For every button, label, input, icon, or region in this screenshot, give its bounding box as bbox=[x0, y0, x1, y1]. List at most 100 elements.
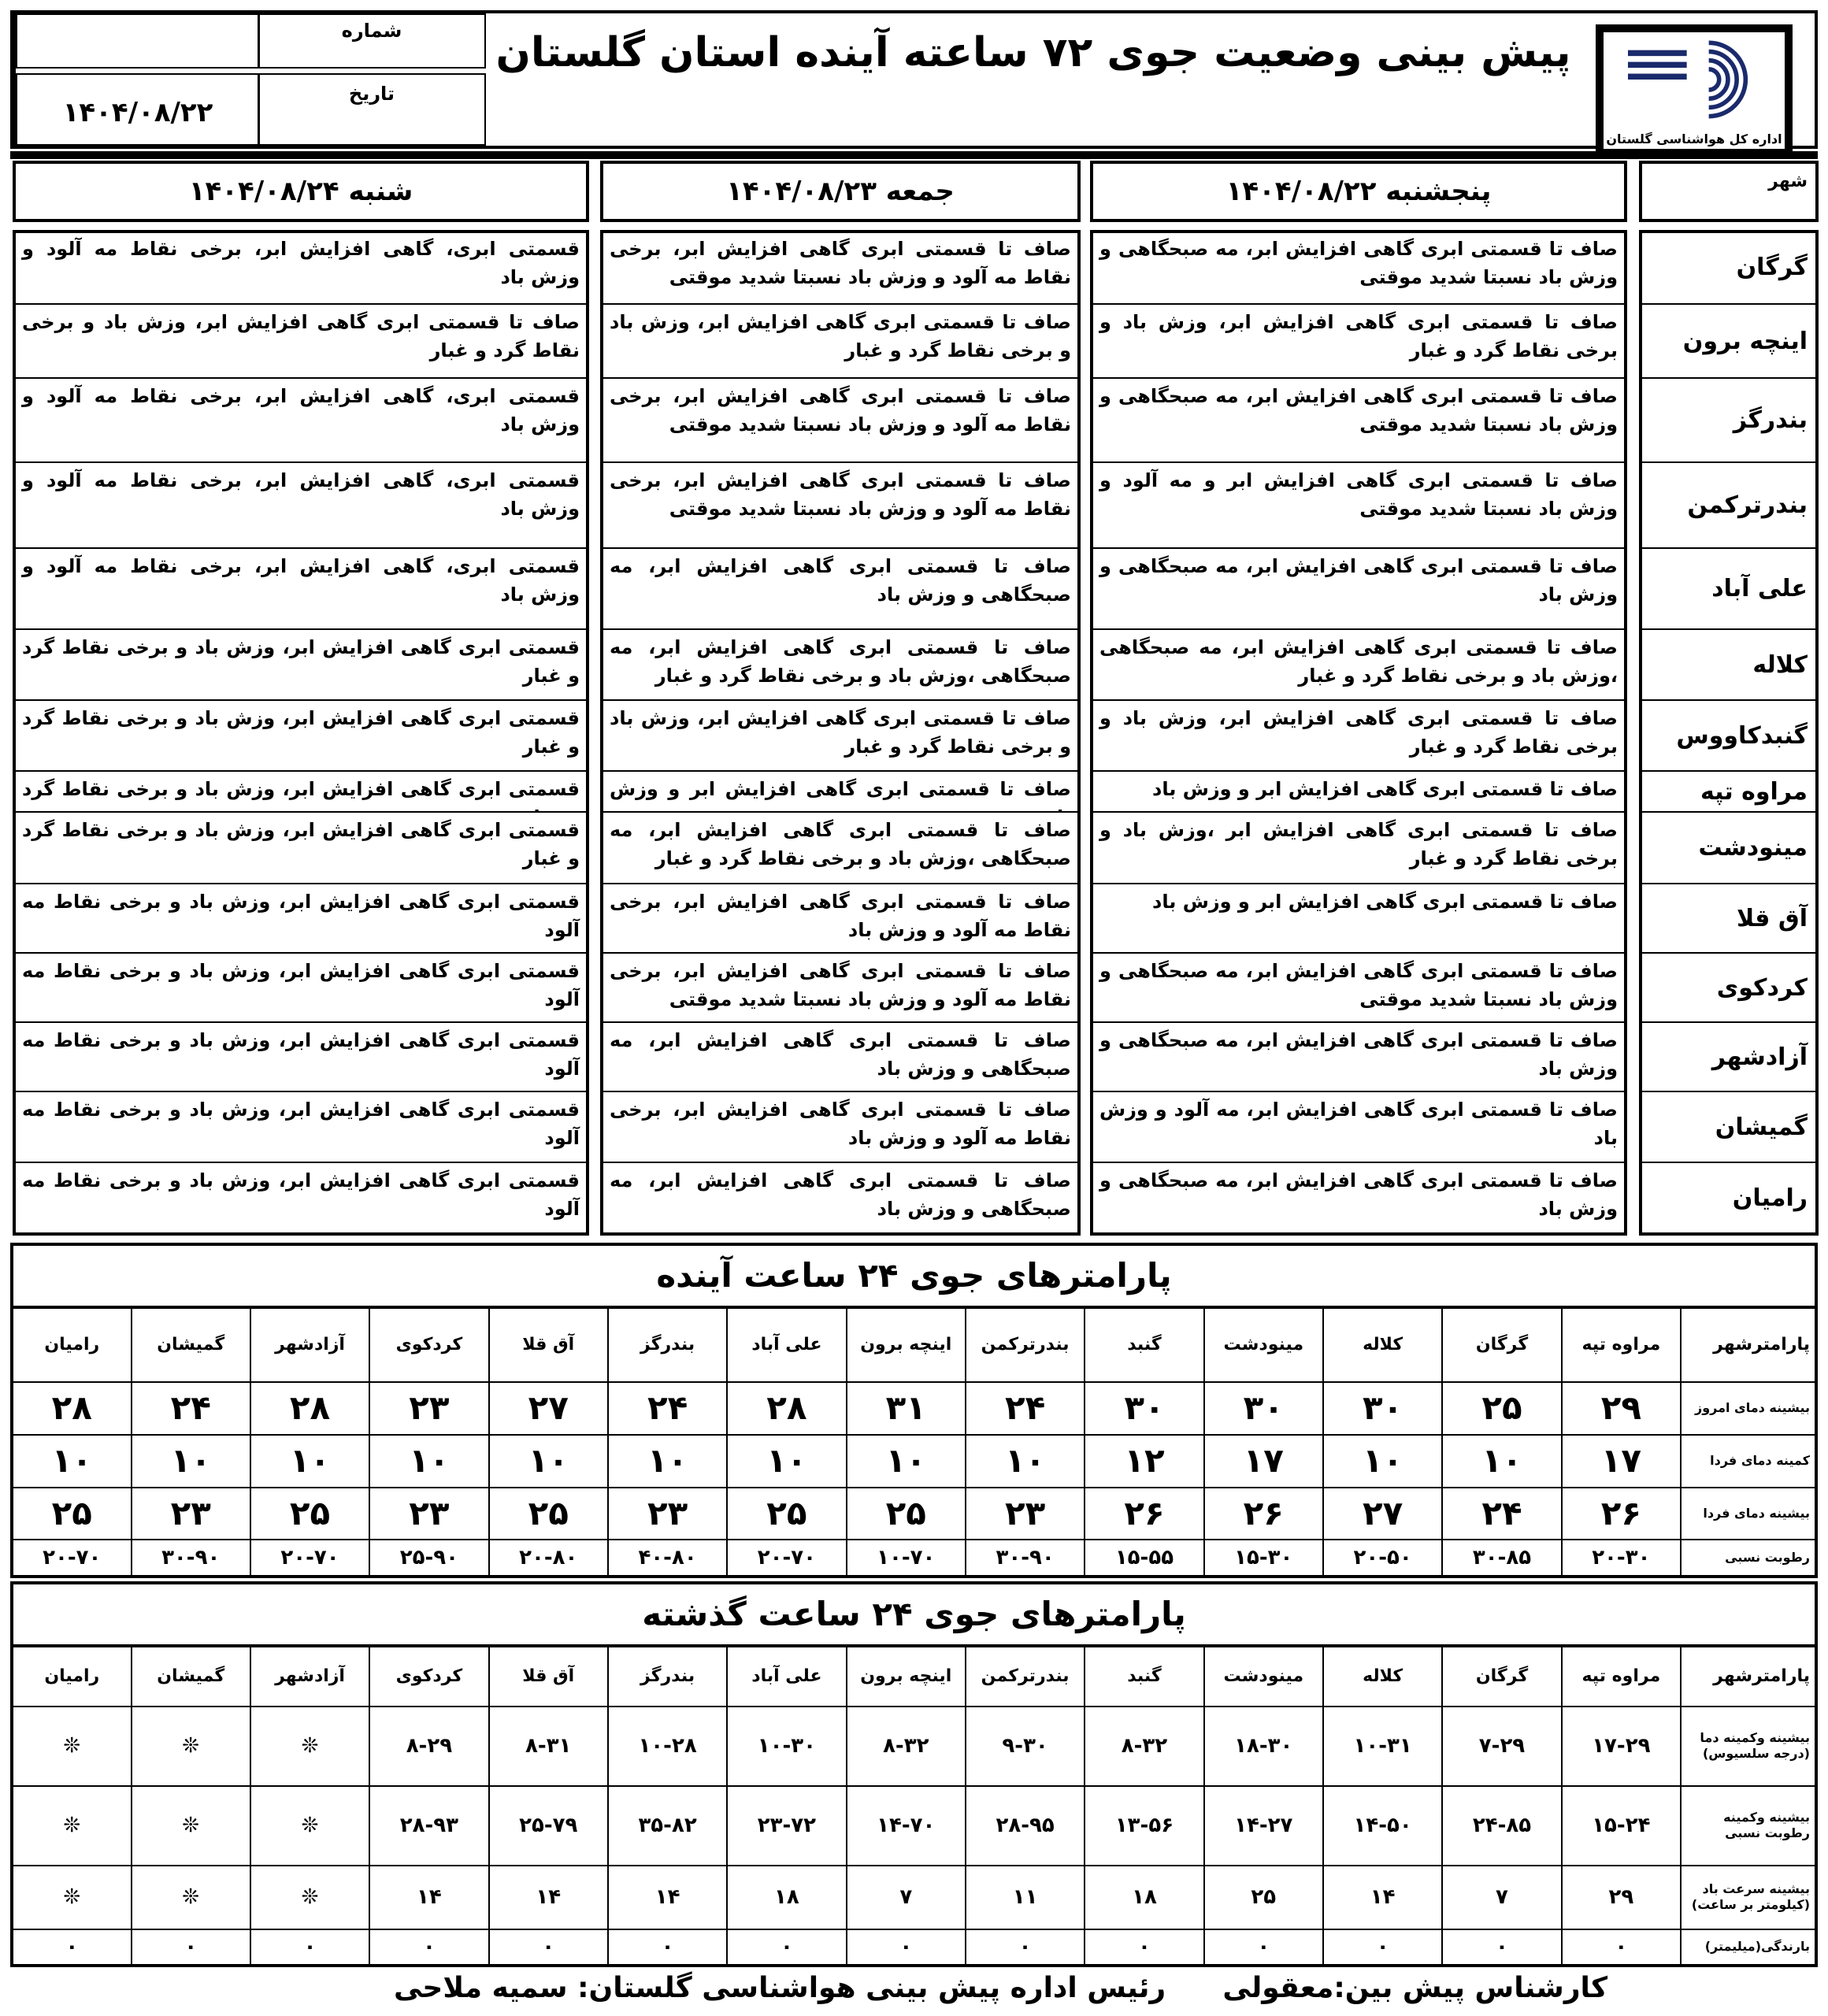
city-header: آزادشهر bbox=[249, 1306, 371, 1384]
next24-table: پارامترشهر مراوه تپه گرگان کلاله مینودشت گنبد… bbox=[10, 1306, 1818, 1578]
value-cell: ۰ bbox=[1441, 1928, 1563, 1966]
value-cell: ۲۶ bbox=[1084, 1486, 1205, 1541]
date-label: تاریخ bbox=[258, 73, 486, 146]
value-cell: ۲۸ bbox=[726, 1381, 847, 1436]
value-cell: ۲۵ bbox=[845, 1486, 966, 1541]
value-cell: ۱۱ bbox=[964, 1864, 1086, 1930]
value-cell: ۱۸ bbox=[1084, 1864, 1205, 1930]
forecast-cell: قسمتی ابری، گاهی افزایش ابر، برخی نقاط م… bbox=[16, 549, 586, 630]
city-header: اینچه برون bbox=[845, 1306, 966, 1384]
city-header: اینچه برون bbox=[845, 1645, 966, 1707]
forecast-cell: قسمتی ابری گاهی افزایش ابر، وزش باد و بر… bbox=[16, 1023, 586, 1092]
city-header: مراوه تپه bbox=[1560, 1645, 1682, 1707]
value-cell: ۱۰ bbox=[606, 1433, 729, 1488]
city-header: رامیان bbox=[11, 1645, 132, 1707]
city-name: بندرگز bbox=[1642, 379, 1815, 463]
city-name: آق قلا bbox=[1642, 884, 1815, 954]
city-name: آزادشهر bbox=[1642, 1023, 1815, 1092]
forecast-cell: صاف تا قسمتی ابری گاهی افزایش ابر، مه صب… bbox=[603, 549, 1077, 630]
param-row: بیشینه وکمینه رطوبت نسبی ۱۵-۲۴ ۲۴-۸۵ ۱۴-۵۰ ۱… bbox=[11, 1784, 1817, 1866]
value-cell: ۷-۲۹ bbox=[1441, 1705, 1563, 1787]
day-header-1: پنجشنبه ۱۴۰۴/۰۸/۲۲ bbox=[1090, 161, 1627, 222]
city-header: آق قلا bbox=[488, 1306, 609, 1384]
forecast-cell: صاف تا قسمتی ابری گاهی افزایش ابر، مه صب… bbox=[603, 813, 1077, 884]
logo-caption: اداره کل هواشناسی گلستان bbox=[1606, 132, 1782, 146]
value-cell: ۴۰-۸۰ bbox=[606, 1539, 729, 1577]
param-label: بیشینه وکمینه دما (درجه سلسیوس) bbox=[1680, 1705, 1817, 1787]
value-cell: ۲۵-۹۰ bbox=[369, 1539, 490, 1577]
param-row: بیشینه دمای فردا ۲۶ ۲۴ ۲۷ ۲۶ ۲۶ ۲۳ ۲۵ ۲۵ ۲۳ ۲۵ ۲۳ ۲۵… bbox=[11, 1486, 1817, 1541]
day-header-2: جمعه ۱۴۰۴/۰۸/۲۳ bbox=[600, 161, 1081, 222]
day-header-3: شنبه ۱۴۰۴/۰۸/۲۴ bbox=[13, 161, 589, 222]
forecast-cell: صاف تا قسمتی ابری گاهی افزایش ابر، برخی … bbox=[603, 379, 1077, 463]
forecast-column bbox=[600, 230, 1081, 1236]
forecast-cell: صاف تا قسمتی ابری گاهی افزایش ابر ،وزش ب… bbox=[1093, 813, 1624, 884]
past24-table: پارامترشهر مراوه تپه گرگان کلاله مینودشت گنبد… bbox=[10, 1644, 1818, 1967]
value-cell: ۲۵ bbox=[249, 1486, 371, 1541]
page-title: پیش بینی وضعیت جوی ۷۲ ساعته آینده استان … bbox=[495, 29, 1571, 76]
value-cell: ۳۰ bbox=[1203, 1381, 1324, 1436]
forecast-cell: صاف تا قسمتی ابری گاهی افزایش ابر، برخی … bbox=[603, 463, 1077, 549]
param-row: بارندگی(میلیمتر) ۰ ۰ ۰ ۰ ۰ ۰ ۰ ۰ ۰ ۰ ۰ ۰ ۰ ۰ bbox=[11, 1928, 1817, 1966]
forecaster: کارشناس پیش بین:معقولی bbox=[1222, 1972, 1607, 2004]
forecast-cell: صاف تا قسمتی ابری گاهی افزایش ابر، مه صب… bbox=[1093, 1163, 1624, 1234]
city-name: مینودشت bbox=[1642, 813, 1815, 884]
value-cell: ۳۰ bbox=[1084, 1381, 1205, 1436]
forecast-cell: صاف تا قسمتی ابری گاهی افزایش ابر، برخی … bbox=[603, 1092, 1077, 1163]
forecast-cell: قسمتی ابری، گاهی افزایش ابر، برخی نقاط م… bbox=[16, 463, 586, 549]
city-header: مینودشت bbox=[1203, 1306, 1324, 1384]
forecast-cell: صاف تا قسمتی ابری گاهی افزایش ابر، مه صب… bbox=[1093, 954, 1624, 1023]
value-cell: ۱۴-۲۷ bbox=[1203, 1784, 1324, 1866]
value-cell: ۱۰ bbox=[964, 1433, 1086, 1488]
forecast-cell: صاف تا قسمتی ابری گاهی افزایش ابر، مه صب… bbox=[1093, 549, 1624, 630]
forecast-cell: صاف تا قسمتی ابری گاهی افزایش ابر، مه صب… bbox=[1093, 1023, 1624, 1092]
forecast-cell: صاف تا قسمتی ابری گاهی افزایش ابر، مه آل… bbox=[1093, 1092, 1624, 1163]
forecast-cell: صاف تا قسمتی ابری گاهی افزایش ابر، مه صب… bbox=[603, 1163, 1077, 1234]
city-name: گرگان bbox=[1642, 232, 1815, 305]
value-cell: ۱۴-۵۰ bbox=[1322, 1784, 1444, 1866]
value-cell: ۱۰ bbox=[11, 1433, 132, 1488]
header-row: پارامترشهر مراوه تپه گرگان کلاله مینودشت گنبد… bbox=[11, 1306, 1817, 1384]
forecast-cell: صاف تا قسمتی ابری گاهی افزایش ابر و وزش … bbox=[1093, 884, 1624, 954]
value-cell: ❊ bbox=[11, 1784, 132, 1866]
value-cell: ۲۰-۸۰ bbox=[488, 1539, 609, 1577]
value-cell: ۲۶ bbox=[1203, 1486, 1324, 1541]
logo: اداره کل هواشناسی گلستان bbox=[1596, 24, 1793, 157]
date-value: ۱۴۰۴/۰۸/۲۲ bbox=[16, 73, 260, 146]
forecast-cell: صاف تا قسمتی ابری گاهی افزایش ابر و مه آ… bbox=[1093, 463, 1624, 549]
city-header: بندرترکمن bbox=[964, 1645, 1086, 1707]
value-cell: ۲۹ bbox=[1560, 1381, 1682, 1436]
value-cell: ۳۵-۸۲ bbox=[606, 1784, 729, 1866]
city-name: اینچه برون bbox=[1642, 305, 1815, 379]
value-cell: ۲۷ bbox=[488, 1381, 609, 1436]
value-cell: ۱۰ bbox=[845, 1433, 966, 1488]
value-cell: ۲۴-۸۵ bbox=[1441, 1784, 1563, 1866]
city-header: گنبد bbox=[1084, 1645, 1205, 1707]
value-cell: ۲۵-۷۹ bbox=[488, 1784, 609, 1866]
param-label: بیشینه دمای فردا bbox=[1680, 1486, 1817, 1541]
value-cell: ۲۳-۷۲ bbox=[726, 1784, 847, 1866]
value-cell: ❊ bbox=[11, 1864, 132, 1930]
forecast-cell: صاف تا قسمتی ابری گاهی افزایش ابر و وزش … bbox=[1093, 772, 1624, 813]
city-header: کلاله bbox=[1322, 1306, 1444, 1384]
value-cell: ۲۳ bbox=[964, 1486, 1086, 1541]
forecast-cell: صاف تا قسمتی ابری گاهی افزایش ابر، برخی … bbox=[603, 232, 1077, 305]
value-cell: ۳۰-۹۰ bbox=[130, 1539, 251, 1577]
value-cell: ۱۰ bbox=[130, 1433, 251, 1488]
value-cell: ۱۷ bbox=[1203, 1433, 1324, 1488]
value-cell: ۰ bbox=[369, 1928, 490, 1966]
number-label: شماره bbox=[258, 13, 486, 69]
value-cell: ۷ bbox=[1441, 1864, 1563, 1930]
city-header: مینودشت bbox=[1203, 1645, 1324, 1707]
value-cell: ۱۰ bbox=[1441, 1433, 1563, 1488]
value-cell: ۲۵ bbox=[488, 1486, 609, 1541]
city-header: کلاله bbox=[1322, 1645, 1444, 1707]
value-cell: ❊ bbox=[130, 1864, 251, 1930]
value-cell: ۱۴ bbox=[606, 1864, 729, 1930]
city-name: رامیان bbox=[1642, 1163, 1815, 1234]
value-cell: ۱۴-۷۰ bbox=[845, 1784, 966, 1866]
city-header: بندرترکمن bbox=[964, 1306, 1086, 1384]
header: اداره کل هواشناسی گلستان پیش بینی وضعیت … bbox=[10, 10, 1818, 157]
value-cell: ۲۶ bbox=[1560, 1486, 1682, 1541]
value-cell: ۱۰ bbox=[249, 1433, 371, 1488]
